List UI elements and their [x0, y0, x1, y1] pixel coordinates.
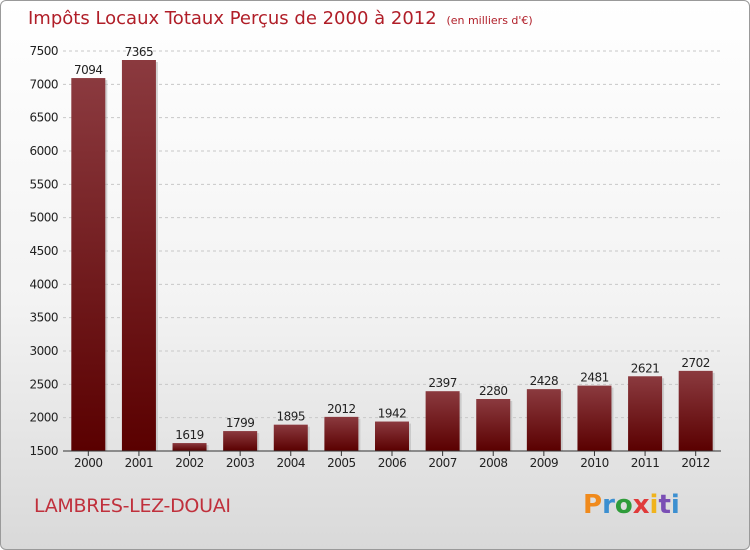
data-label: 2702: [681, 356, 710, 370]
bar: [172, 443, 207, 451]
chart-title: Impôts Locaux Totaux Perçus de 2000 à 20…: [28, 8, 533, 29]
data-label: 1895: [276, 410, 305, 424]
logo-letter: x: [632, 490, 650, 520]
title-text: Impôts Locaux Totaux Perçus de 2000 à 20…: [28, 8, 437, 29]
bar: [71, 78, 106, 452]
data-label: 7094: [74, 63, 103, 77]
data-label: 2481: [580, 371, 609, 385]
y-tick-label: 2500: [29, 377, 58, 391]
bar: [375, 421, 409, 451]
logo-letter: i: [670, 490, 680, 520]
y-tick-label: 2000: [29, 411, 58, 425]
logo-letter: P: [583, 490, 603, 520]
logo-letter: i: [649, 490, 659, 520]
bar: [628, 376, 663, 451]
bar: [324, 416, 359, 451]
logo-letter: r: [602, 490, 615, 520]
data-label: 1942: [378, 407, 407, 421]
x-tick-label: 2012: [681, 456, 710, 470]
x-tick-label: 2003: [226, 456, 255, 470]
x-tick-label: 2008: [479, 456, 508, 470]
bar: [273, 424, 308, 451]
data-label: 1619: [175, 428, 204, 442]
bar: [476, 399, 511, 451]
y-tick-label: 5500: [29, 177, 58, 191]
logo-letter: o: [614, 490, 633, 520]
x-tick-label: 2011: [631, 456, 660, 470]
x-tick-label: 2009: [530, 456, 559, 470]
data-label: 7365: [125, 45, 154, 59]
y-tick-label: 1500: [29, 444, 58, 458]
title-unit: (en milliers d'€): [446, 14, 533, 27]
commune-name: LAMBRES-LEZ-DOUAI: [34, 495, 231, 517]
x-tick-label: 2004: [276, 456, 305, 470]
x-tick-label: 2007: [428, 456, 457, 470]
data-label: 2428: [530, 374, 559, 388]
proxiti-logo[interactable]: Proxiti: [583, 490, 680, 520]
bar: [223, 431, 258, 451]
x-tick-label: 2010: [580, 456, 609, 470]
y-tick-label: 4500: [29, 244, 58, 258]
y-tick-label: 7000: [29, 77, 58, 91]
data-label: 2012: [327, 402, 356, 416]
x-tick-label: 2006: [378, 456, 407, 470]
x-tick-label: 2005: [327, 456, 356, 470]
x-tick-label: 2000: [74, 456, 103, 470]
data-label: 2397: [428, 376, 457, 390]
x-tick-label: 2001: [125, 456, 154, 470]
data-label: 2621: [631, 361, 660, 375]
bar: [425, 391, 460, 451]
y-tick-label: 3000: [29, 344, 58, 358]
data-label: 1799: [226, 416, 255, 430]
x-tick-label: 2002: [175, 456, 204, 470]
y-tick-label: 6500: [29, 111, 58, 125]
bar: [121, 60, 156, 451]
y-tick-label: 3500: [29, 311, 58, 325]
bar: [577, 385, 612, 451]
data-label: 2280: [479, 384, 508, 398]
y-tick-label: 7500: [29, 44, 58, 58]
bar: [526, 389, 561, 451]
logo-letter: t: [658, 490, 671, 520]
y-tick-label: 6000: [29, 144, 58, 158]
y-tick-label: 5000: [29, 211, 58, 225]
bar: [678, 370, 713, 451]
y-tick-label: 4000: [29, 277, 58, 291]
